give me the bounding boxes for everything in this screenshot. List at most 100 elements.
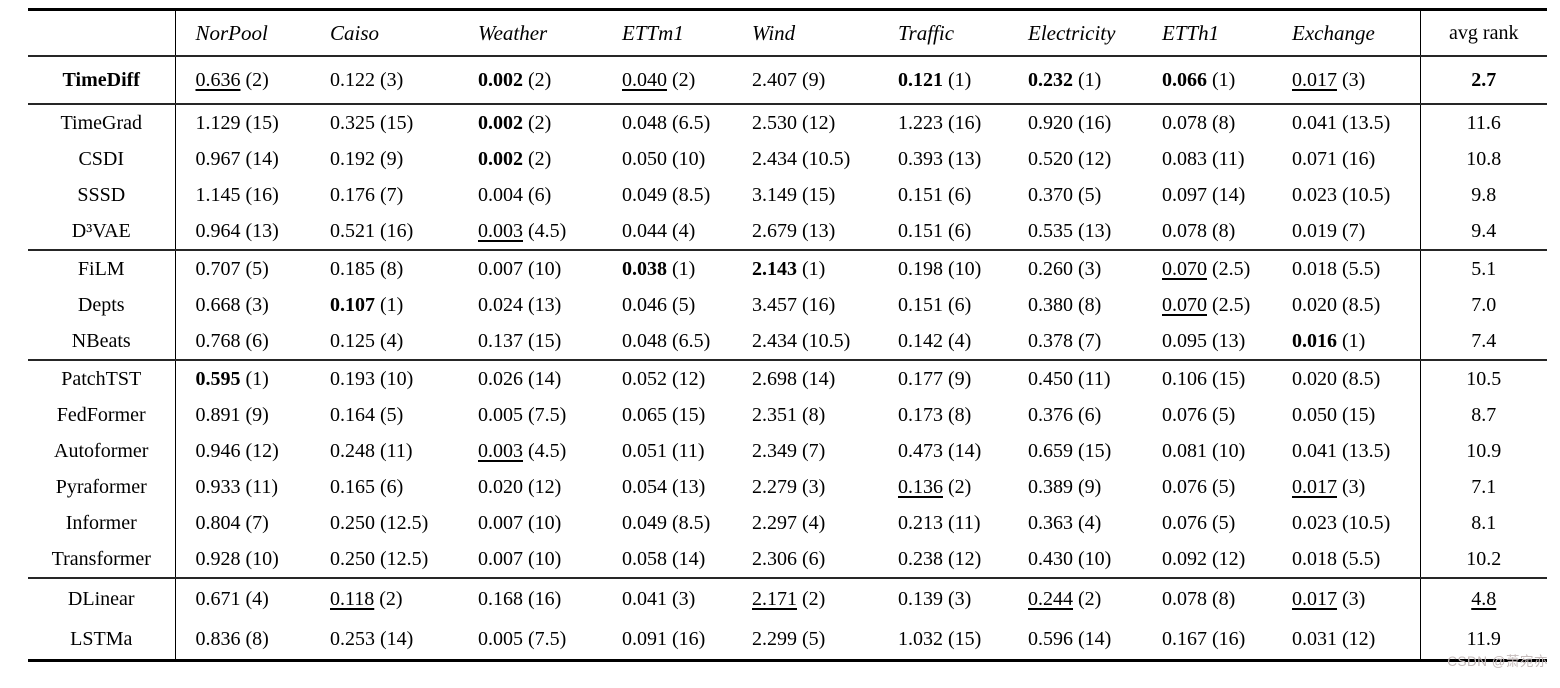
cell-etth1: 0.095 (13)	[1142, 323, 1272, 360]
cell-electricity: 0.920 (16)	[1008, 103, 1142, 141]
cell-ettm1: 0.050 (10)	[602, 141, 732, 177]
cell-caiso: 0.165 (6)	[310, 469, 458, 505]
metric-rank: (3)	[1073, 257, 1102, 280]
metric-value: 0.168	[478, 587, 523, 610]
metric-rank: (4)	[375, 329, 404, 352]
metric-rank: (7)	[1337, 219, 1366, 242]
cell-caiso: 0.521 (16)	[310, 213, 458, 250]
metric-rank: (16)	[1207, 627, 1246, 650]
metric-rank: (1)	[1337, 329, 1366, 352]
cell-etth1: 0.070 (2.5)	[1142, 287, 1272, 323]
cell-norpool: 0.804 (7)	[175, 505, 310, 541]
cell-norpool: 0.707 (5)	[175, 249, 310, 287]
cell-wind: 2.434 (10.5)	[732, 323, 878, 360]
model-label: FedFormer	[28, 397, 176, 433]
metric-value: 0.051	[622, 439, 667, 462]
metric-rank: (13)	[523, 293, 562, 316]
avg-rank-value: 4.8	[1471, 587, 1497, 610]
metric-value: 2.434	[752, 147, 797, 170]
metric-value: 0.026	[478, 367, 523, 390]
metric-value: 0.007	[478, 511, 523, 534]
metric-value: 0.121	[898, 68, 943, 91]
cell-exchange: 0.041 (13.5)	[1272, 103, 1420, 141]
avg-rank-value: 10.9	[1466, 439, 1502, 462]
corner-cell	[28, 9, 176, 57]
metric-rank: (12.5)	[375, 511, 429, 534]
cell-ettm1: 0.049 (8.5)	[602, 505, 732, 541]
metric-rank: (8)	[797, 403, 826, 426]
cell-norpool: 1.129 (15)	[175, 103, 310, 141]
model-label: Informer	[28, 505, 176, 541]
metric-value: 0.535	[1028, 219, 1073, 242]
metric-rank: (14)	[943, 439, 982, 462]
cell-avg-rank: 5.1	[1419, 249, 1547, 287]
metric-rank: (13)	[667, 475, 706, 498]
metric-value: 2.297	[752, 511, 797, 534]
metric-value: 0.092	[1162, 547, 1207, 570]
model-label: FiLM	[28, 249, 176, 287]
metric-rank: (5)	[1207, 403, 1236, 426]
cell-etth1: 0.076 (5)	[1142, 505, 1272, 541]
metric-value: 0.017	[1292, 475, 1337, 498]
metric-rank: (2)	[240, 68, 269, 91]
cell-weather: 0.002 (2)	[458, 141, 602, 177]
model-label: DLinear	[28, 577, 176, 619]
cell-traffic: 0.151 (6)	[878, 177, 1008, 213]
metric-rank: (4.5)	[523, 219, 567, 242]
table-row: CSDI 0.967 (14) 0.192 (9) 0.002 (2) 0.050 (1…	[28, 141, 1547, 177]
metric-value: 0.095	[1162, 329, 1207, 352]
cell-etth1: 0.106 (15)	[1142, 359, 1272, 397]
table-row: NBeats 0.768 (6) 0.125 (4) 0.137 (15) 0.048 …	[28, 323, 1547, 360]
table-row: Autoformer 0.946 (12) 0.248 (11) 0.003 (4.5…	[28, 433, 1547, 469]
metric-rank: (14)	[1073, 627, 1112, 650]
metric-rank: (16)	[1337, 147, 1376, 170]
cell-norpool: 0.967 (14)	[175, 141, 310, 177]
metric-rank: (1)	[375, 293, 404, 316]
cell-traffic: 0.198 (10)	[878, 249, 1008, 287]
model-label: CSDI	[28, 141, 176, 177]
metric-value: 0.142	[898, 329, 943, 352]
table-row: TimeDiff 0.636 (2) 0.122 (3) 0.002 (2) 0.040…	[28, 56, 1547, 104]
metric-rank: (2)	[523, 68, 552, 91]
table-row: Transformer 0.928 (10) 0.250 (12.5) 0.007 (…	[28, 541, 1547, 578]
metric-rank: (3)	[1337, 68, 1366, 91]
metric-value: 0.003	[478, 219, 523, 242]
metric-value: 0.325	[330, 111, 375, 134]
cell-exchange: 0.017 (3)	[1272, 469, 1420, 505]
cell-norpool: 1.145 (16)	[175, 177, 310, 213]
metric-value: 0.023	[1292, 511, 1337, 534]
avg-rank-value: 2.7	[1471, 68, 1497, 91]
metric-rank: (15)	[1207, 367, 1246, 390]
avg-rank-value: 11.9	[1466, 627, 1501, 650]
metric-rank: (15)	[667, 403, 706, 426]
metric-value: 0.946	[195, 439, 241, 462]
column-header-exchange: Exchange	[1272, 9, 1420, 57]
metric-value: 0.076	[1162, 403, 1207, 426]
cell-avg-rank: 11.6	[1419, 103, 1547, 141]
metric-rank: (6)	[797, 547, 826, 570]
cell-caiso: 0.250 (12.5)	[310, 541, 458, 578]
metric-rank: (8)	[943, 403, 972, 426]
cell-norpool: 0.928 (10)	[175, 541, 310, 578]
metric-rank: (10)	[1073, 547, 1112, 570]
metric-rank: (15)	[943, 627, 982, 650]
metric-rank: (10)	[375, 367, 414, 390]
metric-value: 3.149	[752, 183, 797, 206]
cell-wind: 2.407 (9)	[732, 56, 878, 104]
cell-electricity: 0.378 (7)	[1008, 323, 1142, 360]
metric-rank: (8)	[1073, 293, 1102, 316]
metric-value: 2.306	[752, 547, 797, 570]
cell-ettm1: 0.051 (11)	[602, 433, 732, 469]
cell-caiso: 0.125 (4)	[310, 323, 458, 360]
metric-rank: (15)	[1073, 439, 1112, 462]
avg-rank-value: 8.1	[1471, 511, 1497, 534]
cell-caiso: 0.185 (8)	[310, 249, 458, 287]
metric-value: 0.070	[1162, 293, 1207, 316]
cell-norpool: 0.671 (4)	[175, 577, 310, 619]
metric-value: 0.198	[898, 257, 943, 280]
metric-rank: (2.5)	[1207, 293, 1251, 316]
column-header-weather: Weather	[458, 9, 602, 57]
cell-electricity: 0.659 (15)	[1008, 433, 1142, 469]
metric-value: 0.050	[1292, 403, 1337, 426]
metric-rank: (16)	[1073, 111, 1112, 134]
